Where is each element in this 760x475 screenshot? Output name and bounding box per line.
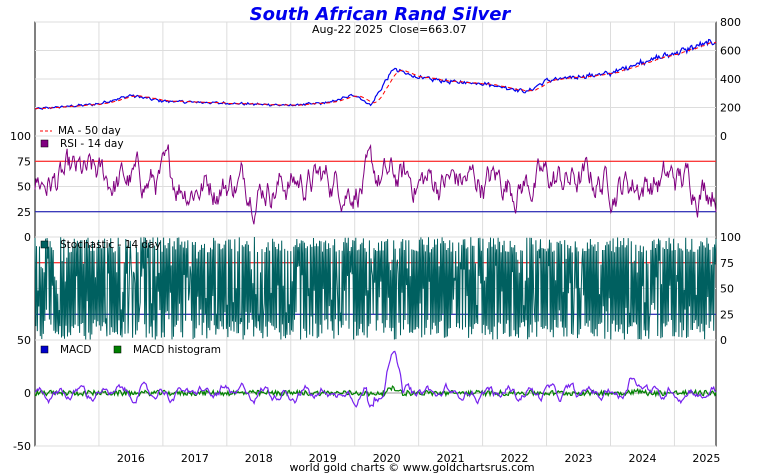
macd-histogram-legend-label: MACD histogram (133, 344, 221, 356)
subtitle-date: Aug-22 2025 (312, 23, 383, 36)
x-tick-label: 2025 (692, 452, 720, 465)
stochastic-series-line (34, 236, 717, 341)
x-tick-label: 2017 (181, 452, 209, 465)
y-tick-label: 0 (720, 130, 727, 143)
macd-histogram-legend-swatch (113, 345, 122, 354)
y-tick-label: 800 (720, 16, 741, 29)
y-tick-label: 75 (17, 155, 31, 168)
y-tick-label: 25 (720, 308, 734, 321)
footer-credit: world gold charts © www.goldchartsrus.co… (289, 461, 534, 474)
ma-legend-label: MA - 50 day (58, 125, 121, 137)
y-tick-label: 600 (720, 45, 741, 58)
x-tick-label: 2019 (309, 452, 337, 465)
x-tick-label: 2016 (117, 452, 145, 465)
y-tick-label: 0 (720, 334, 727, 347)
x-tick-label: 2018 (245, 452, 273, 465)
macd-histogram-line (34, 385, 717, 398)
price-panel: 0 200 400 600 800 MA - 50 day (34, 16, 741, 143)
y-tick-label: 75 (720, 257, 734, 270)
x-tick-label: 2023 (565, 452, 593, 465)
stochastic-panel: 0 25 50 75 100 Stochastic - 14 day (34, 231, 741, 347)
y-tick-label: 100 (10, 130, 31, 143)
y-tick-label: 100 (720, 231, 741, 244)
y-tick-label: 400 (720, 73, 741, 86)
rsi-legend-label: RSI - 14 day (60, 138, 124, 150)
x-tick-label: 2020 (373, 452, 401, 465)
y-tick-label: -50 (13, 440, 31, 453)
rsi-legend-swatch (40, 139, 49, 148)
y-tick-label: 25 (17, 206, 31, 219)
stochastic-legend-label: Stochastic - 14 day (60, 239, 161, 251)
rsi-series-line (34, 143, 717, 225)
chart-title: South African Rand Silver (250, 4, 512, 25)
y-tick-label: 50 (17, 334, 31, 347)
x-tick-label: 2022 (501, 452, 529, 465)
macd-series-line (34, 350, 717, 408)
subtitle-close: Close=663.07 (389, 23, 467, 36)
x-tick-label: 2021 (437, 452, 465, 465)
macd-legend-label: MACD (60, 344, 91, 356)
x-tick-label: 2024 (628, 452, 656, 465)
y-tick-label: 0 (24, 387, 31, 400)
stochastic-legend-swatch (40, 240, 49, 249)
y-tick-label: 50 (17, 181, 31, 194)
macd-panel: -50 0 50 MACD MACD histogram (13, 334, 717, 453)
y-tick-label: 200 (720, 102, 741, 115)
y-tick-label: 0 (24, 231, 31, 244)
ma-50-series-line (34, 41, 717, 110)
macd-legend-swatch (40, 345, 49, 354)
y-tick-label: 50 (720, 283, 734, 296)
